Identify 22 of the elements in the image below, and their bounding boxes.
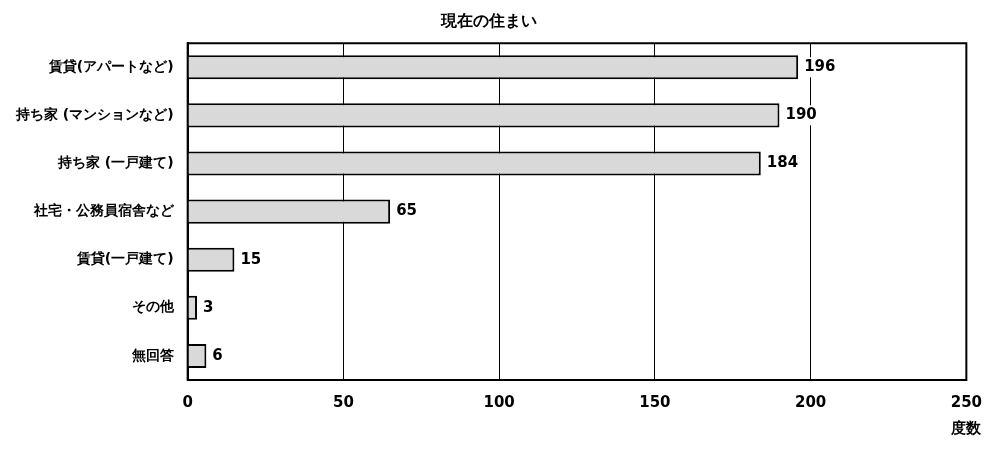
data-label: 190 (785, 105, 817, 124)
data-label: 6 (212, 345, 223, 364)
x-tick-label: 0 (182, 392, 193, 411)
y-tick-label: 持ち家 (一戸建て) (57, 154, 174, 171)
y-tick-label: 賃貸(一戸建て) (75, 250, 174, 267)
y-tick-label: 無回答 (130, 346, 174, 363)
data-label: 65 (396, 201, 417, 220)
x-tick-label: 100 (483, 392, 515, 411)
x-tick-label: 150 (639, 392, 671, 411)
data-label: 3 (203, 297, 214, 316)
y-tick-label: 持ち家 (マンションなど) (15, 106, 174, 123)
y-tick-label: その他 (131, 298, 175, 315)
chart-title: 現在の住まい (440, 10, 537, 30)
data-label: 196 (804, 57, 836, 76)
data-label: 184 (766, 153, 799, 172)
data-label: 15 (240, 249, 262, 268)
x-tick-label: 50 (332, 392, 354, 411)
x-tick-label: 200 (794, 392, 827, 411)
x-axis-title: 度数 (950, 419, 983, 438)
y-tick-label: 賃貸(アパートなど) (47, 57, 174, 74)
x-tick-label: 250 (950, 392, 982, 411)
y-tick-label: 社宅・公務員宿舎など (32, 202, 175, 219)
